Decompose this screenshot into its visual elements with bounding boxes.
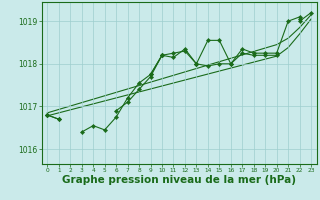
X-axis label: Graphe pression niveau de la mer (hPa): Graphe pression niveau de la mer (hPa) [62,175,296,185]
